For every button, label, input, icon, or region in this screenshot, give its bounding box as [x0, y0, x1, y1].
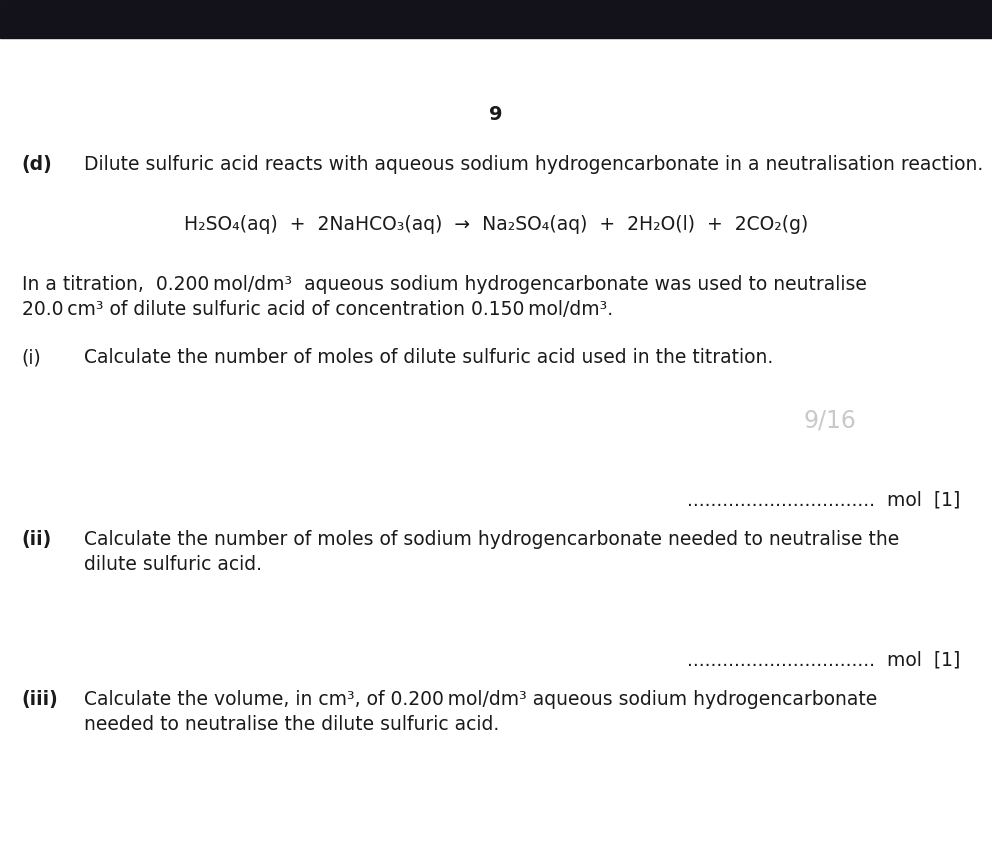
Text: ................................  mol  [1]: ................................ mol [1]	[686, 490, 960, 509]
Text: 9/16: 9/16	[804, 408, 856, 432]
Text: ................................  mol  [1]: ................................ mol [1]	[686, 650, 960, 669]
Text: dilute sulfuric acid.: dilute sulfuric acid.	[84, 555, 262, 574]
Text: Calculate the number of moles of sodium hydrogencarbonate needed to neutralise t: Calculate the number of moles of sodium …	[84, 530, 900, 549]
Bar	[0, 0, 992, 38]
Text: Calculate the volume, in cm³, of 0.200 mol/dm³ aqueous sodium hydrogencarbonate: Calculate the volume, in cm³, of 0.200 m…	[84, 690, 878, 709]
Text: (ii): (ii)	[22, 530, 52, 549]
Text: (iii): (iii)	[22, 690, 59, 709]
Text: (d): (d)	[22, 155, 53, 174]
Text: (i): (i)	[22, 348, 42, 367]
Text: 20.0 cm³ of dilute sulfuric acid of concentration 0.150 mol/dm³.: 20.0 cm³ of dilute sulfuric acid of conc…	[22, 300, 613, 319]
Text: H₂SO₄(aq)  +  2NaHCO₃(aq)  →  Na₂SO₄(aq)  +  2H₂O(l)  +  2CO₂(g): H₂SO₄(aq) + 2NaHCO₃(aq) → Na₂SO₄(aq) + 2…	[184, 215, 808, 234]
Text: Calculate the number of moles of dilute sulfuric acid used in the titration.: Calculate the number of moles of dilute …	[84, 348, 774, 367]
Text: 9: 9	[489, 106, 503, 125]
Text: In a titration,  0.200 mol/dm³  aqueous sodium hydrogencarbonate was used to neu: In a titration, 0.200 mol/dm³ aqueous so…	[22, 275, 867, 294]
Text: Dilute sulfuric acid reacts with aqueous sodium hydrogencarbonate in a neutralis: Dilute sulfuric acid reacts with aqueous…	[84, 155, 984, 174]
Text: needed to neutralise the dilute sulfuric acid.: needed to neutralise the dilute sulfuric…	[84, 715, 500, 734]
